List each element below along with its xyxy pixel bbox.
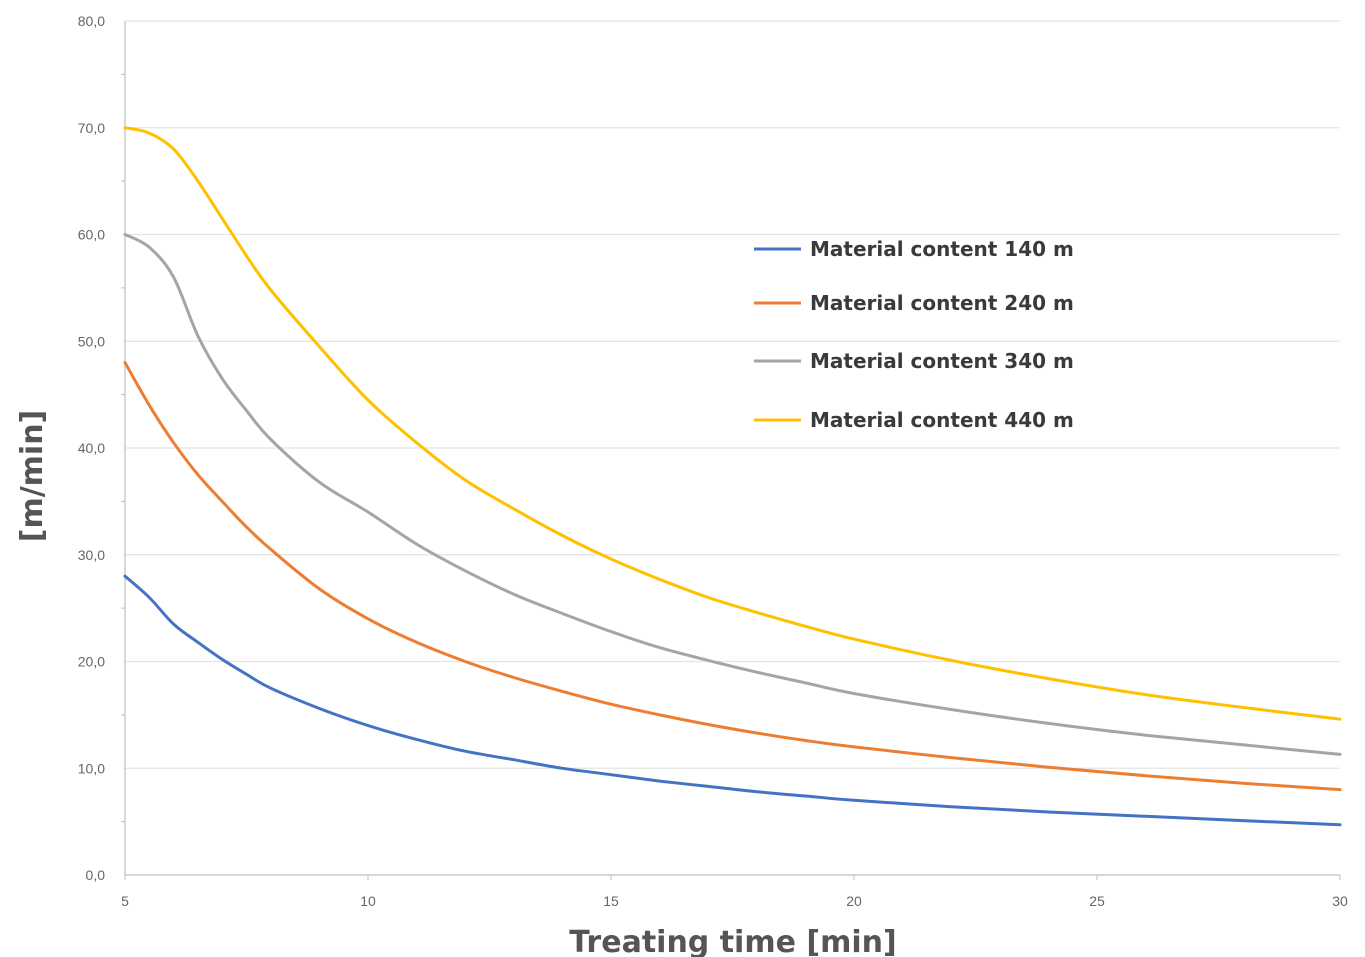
legend: Material content 140 m Material content 2…: [754, 237, 1074, 432]
y-tick-label-6: 60,0: [78, 227, 105, 243]
x-tick-label-5: 30: [1332, 893, 1348, 909]
series-line-2: [123, 361, 1342, 792]
x-tick-label-4: 25: [1089, 893, 1105, 909]
y-tick-label-5: 50,0: [78, 333, 105, 349]
y-tick-label-2: 20,0: [78, 654, 105, 670]
y-tick-label-8: 80,0: [78, 13, 105, 29]
series-line-1: [123, 574, 1342, 827]
y-axis-title: [m/min]: [15, 410, 50, 543]
legend-label-3: Material content 340 m: [810, 349, 1074, 373]
series-lines: [123, 126, 1342, 827]
x-axis-title: Treating time [min]: [569, 925, 896, 957]
x-tick-label-1: 10: [360, 893, 376, 909]
legend-label-2: Material content 240 m: [810, 291, 1074, 315]
y-tick-label-7: 70,0: [78, 120, 105, 136]
x-tick-label-0: 5: [121, 893, 129, 909]
y-tick-label-1: 10,0: [78, 760, 105, 776]
y-tick-label-3: 30,0: [78, 547, 105, 563]
x-tick-label-2: 15: [603, 893, 619, 909]
series-line-4: [123, 126, 1342, 721]
y-tick-label-4: 40,0: [78, 440, 105, 456]
x-tick-label-3: 20: [846, 893, 862, 909]
gridlines: [125, 20, 1340, 769]
y-tick-label-0: 0,0: [86, 867, 106, 883]
legend-label-4: Material content 440 m: [810, 408, 1074, 432]
legend-label-1: Material content 140 m: [810, 237, 1074, 261]
axes: 0,0 10,0 20,0 30,0 40,0 50,0 60,0 70,0 80,0 5 10 15…: [78, 13, 1348, 909]
series-line-3: [123, 233, 1342, 756]
